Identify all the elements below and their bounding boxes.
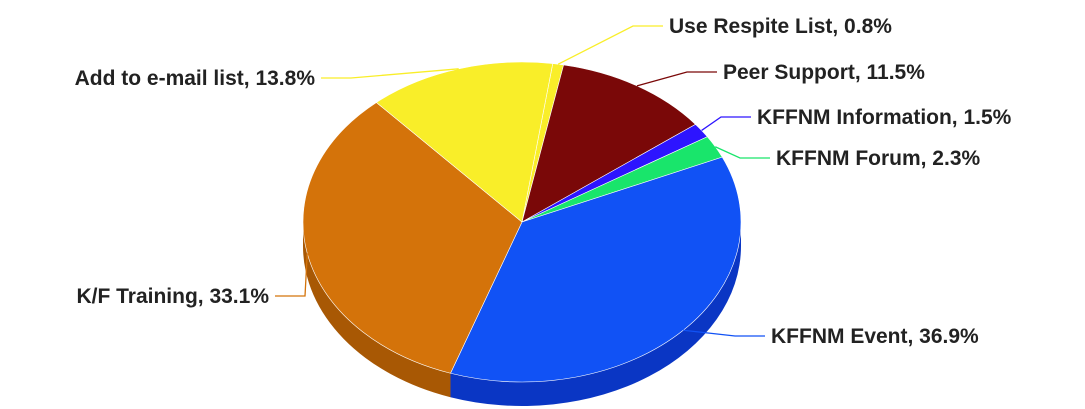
- leader-line-peer-support-11-5: [636, 71, 717, 87]
- leader-lines: [275, 25, 770, 337]
- slice-label-add-to-email-list: Add to e-mail list, 13.8%: [75, 67, 316, 90]
- leader-line-kffnm-event-36-9: [683, 329, 765, 337]
- pie-top-layer: [302, 61, 742, 383]
- pie-slice-peer-support-11-5: [521, 64, 696, 223]
- leader-line-k-f-training-33-1: [275, 253, 308, 297]
- slice-label-peer-support: Peer Support, 11.5%: [723, 61, 925, 84]
- pie-slice-k-f-training-33-1: [302, 102, 523, 374]
- leader-line-kffnm-information-1-5: [701, 116, 751, 131]
- leader-line-use-respite-list-0-8: [557, 25, 663, 65]
- slice-label-use-respite-list: Use Respite List, 0.8%: [669, 15, 892, 38]
- pie-side-kffnm-event-36-9: [450, 222, 741, 406]
- pie-slice-kffnm-event-36-9: [450, 156, 742, 383]
- slice-label-kffnm-information: KFFNM Information, 1.5%: [757, 106, 1012, 129]
- slice-label-kf-training: K/F Training, 33.1%: [76, 285, 269, 308]
- slice-label-kffnm-event: KFFNM Event, 36.9%: [771, 325, 979, 348]
- slice-label-kffnm-forum: KFFNM Forum, 2.3%: [776, 147, 981, 170]
- leader-line-kffnm-forum-2-3: [714, 146, 770, 159]
- pie-depth-layer: [303, 222, 741, 406]
- pie-side-k-f-training-33-1: [303, 222, 451, 398]
- leader-line-add-to-e-mail-list-13-8: [321, 68, 459, 79]
- pie-slice-add-to-e-mail-list-13-8: [375, 61, 554, 223]
